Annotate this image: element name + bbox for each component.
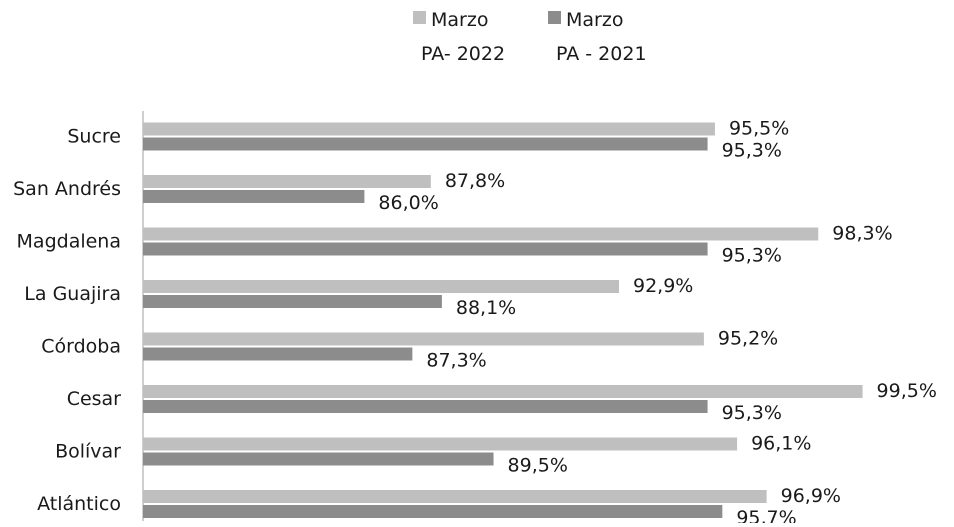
data-label: 88,1% (456, 297, 516, 319)
bar-2022 (143, 280, 620, 293)
bar-2021 (143, 505, 723, 518)
bar-2021 (143, 295, 442, 308)
bar-2022 (143, 227, 819, 241)
category-label: Cesar (67, 388, 121, 410)
bar-2022 (143, 437, 738, 451)
legend-swatch (548, 11, 561, 24)
bar-2021 (143, 190, 365, 203)
legend-label-line2: PA- 2022 (421, 43, 505, 65)
category-label: San Andrés (13, 178, 121, 200)
category-label: Córdoba (41, 336, 121, 358)
data-label: 98,3% (832, 223, 892, 245)
category-label: Atlántico (37, 493, 121, 515)
data-label: 96,1% (751, 433, 811, 455)
bar-2022 (143, 332, 704, 346)
category-label: Bolívar (55, 441, 121, 463)
data-label: 95,3% (722, 140, 782, 162)
data-label: 96,9% (781, 485, 841, 507)
bar-2022 (143, 175, 431, 188)
legend-label-line1: Marzo (431, 9, 488, 31)
data-label: 99,5% (877, 380, 937, 402)
data-label: 95,7% (736, 507, 796, 523)
bar-2022 (143, 490, 767, 503)
data-label: 95,3% (722, 402, 782, 424)
category-label: Sucre (67, 126, 121, 148)
legend-label-line1: Marzo (566, 9, 623, 31)
data-label: 87,8% (445, 170, 505, 192)
data-label: 86,0% (378, 192, 438, 214)
bar-2021 (143, 452, 494, 466)
bar-2021 (143, 242, 708, 256)
category-label: Magdalena (17, 231, 121, 253)
category-label: La Guajira (24, 283, 121, 305)
data-label: 95,5% (729, 118, 789, 140)
bar-2022 (143, 122, 715, 136)
bar-2021 (143, 347, 413, 361)
data-label: 89,5% (508, 455, 568, 477)
data-label: 95,3% (722, 245, 782, 267)
data-label: 92,9% (633, 275, 693, 297)
data-label: 95,2% (718, 328, 778, 350)
legend-label-line2: PA - 2021 (556, 43, 647, 65)
bar-2021 (143, 400, 708, 413)
data-label: 87,3% (426, 350, 486, 372)
bar-2021 (143, 137, 708, 151)
legend-swatch (413, 11, 426, 24)
bar-2022 (143, 385, 863, 398)
